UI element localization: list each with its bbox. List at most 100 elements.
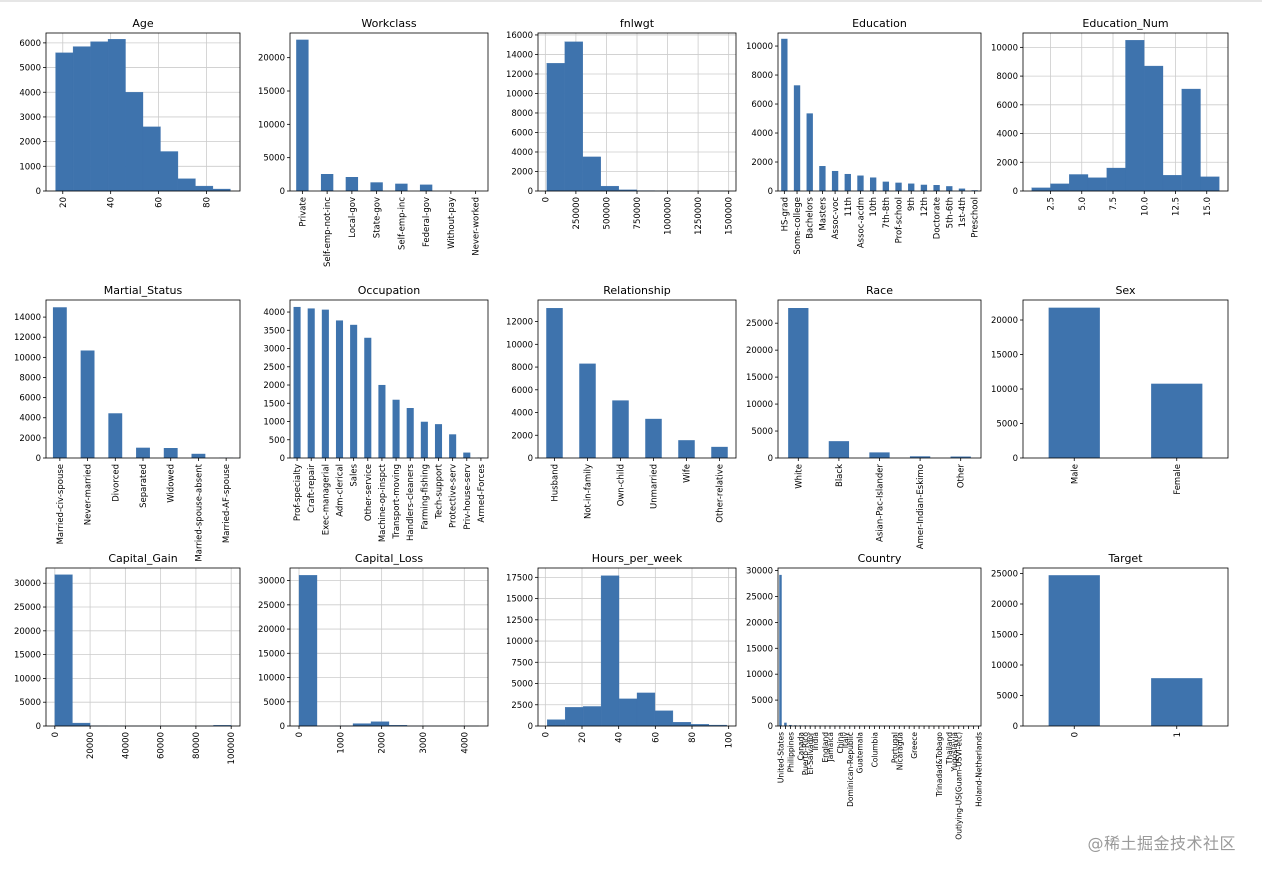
sex-chart: Sex 0 5000 10000 15000 20000 Male Female <box>991 284 1229 495</box>
education-title: Education <box>852 17 907 30</box>
fnlwgt-xtick-label-6: 1500000 <box>725 197 735 235</box>
workclass-ytick-label-0: 0 <box>280 187 285 197</box>
education-xtick-label-2: Bachelors <box>806 196 816 238</box>
education-num-ytick-label-0: 0 <box>1013 187 1018 197</box>
country-xtick-label-14: Dominican-Republic <box>846 732 855 807</box>
country-xtick-label-5: Puerto-Rico <box>801 732 810 776</box>
martial-status-bar-widowed <box>163 448 178 458</box>
education-bar-doctorate <box>933 185 940 191</box>
target-ytick-label-2: 10000 <box>991 661 1018 671</box>
education-bar-11th <box>844 173 851 191</box>
fnlwgt-xtick-label-2: 500000 <box>602 197 612 229</box>
hours-per-week-xtick-label-5: 100 <box>725 732 735 748</box>
martial-status-ytick-label-5: 10000 <box>14 353 41 363</box>
sex-ytick-label-4: 20000 <box>991 316 1018 326</box>
workclass-bar-federal-gov <box>419 184 433 191</box>
age-bin-5 <box>142 126 161 192</box>
martial-status-bar-never-married <box>80 350 95 458</box>
capital-loss-chart: Capital_Loss0500010000150002000025000300… <box>258 552 489 754</box>
country-xtick-label-19: Columbia <box>871 732 880 767</box>
martial-status-ytick-label-4: 8000 <box>19 373 41 383</box>
workclass-ytick-label-3: 15000 <box>258 87 285 97</box>
education-num-ytick-label-3: 6000 <box>996 101 1018 111</box>
relationship-ytick-label-5: 10000 <box>506 340 533 350</box>
fnlwgt-bin-3 <box>600 185 619 192</box>
age-title: Age <box>132 17 154 30</box>
occupation-xtick-label-7: Transport-moving <box>392 464 402 540</box>
race-title: Race <box>866 284 893 297</box>
workclass-bar-state-gov <box>370 182 383 191</box>
occupation-ytick-label-3: 1500 <box>263 399 285 409</box>
education-num-bin-1 <box>1050 183 1070 192</box>
fnlwgt-ytick-label-1: 2000 <box>511 167 533 177</box>
occupation-title: Occupation <box>358 284 421 297</box>
education-bar-hs-grad <box>781 38 788 192</box>
education-num-bin-2 <box>1069 174 1089 192</box>
age-bin-0 <box>55 52 74 192</box>
occupation-xtick-label-11: Protective-serv <box>449 464 459 528</box>
country-xtick-label-0: United-States <box>776 732 785 783</box>
hours-per-week-xtick-label-2: 40 <box>615 732 625 743</box>
hours-per-week-xtick-label-4: 80 <box>688 732 698 743</box>
martial-status-ytick-label-0: 0 <box>36 454 41 464</box>
age-ytick-label-6: 6000 <box>19 39 41 49</box>
hours-per-week-ytick-label-1: 2500 <box>511 701 533 711</box>
sex-xtick-label-1: Female <box>1173 464 1183 495</box>
education-xtick-label-15: Preschool <box>971 197 981 238</box>
occupation-xtick-label-3: Adm-clerical <box>336 464 346 517</box>
race-ytick-label-2: 10000 <box>746 400 773 410</box>
country-ytick-label-2: 10000 <box>746 670 773 680</box>
relationship-bar-not-in-family <box>579 363 596 458</box>
country-ytick-label-4: 20000 <box>746 618 773 628</box>
education-xtick-label-4: Assoc-voc <box>831 197 841 240</box>
hours-per-week-xtick-label-0: 0 <box>541 732 551 737</box>
capital-loss-title: Capital_Loss <box>355 552 423 565</box>
capital-loss-ytick-label-4: 20000 <box>258 625 285 635</box>
martial-status-ytick-label-3: 6000 <box>19 394 41 404</box>
capital-loss-ytick-label-3: 15000 <box>258 649 285 659</box>
target-ytick-label-4: 20000 <box>991 600 1018 610</box>
fnlwgt-title: fnlwgt <box>620 17 655 30</box>
watermark: @稀土掘金技术社区 <box>1087 834 1236 853</box>
martial-status-xtick-label-4: Widowed <box>167 464 177 503</box>
age-bin-7 <box>177 178 196 192</box>
capital-gain-xtick-label-2: 40000 <box>121 732 131 759</box>
age-ytick-label-4: 4000 <box>19 88 41 98</box>
sex-axes-frame <box>1022 299 1229 459</box>
education-chart: Education 0 2000 4000 6000 8000 10000 HS-grad So… <box>746 17 982 255</box>
sex-bar-female <box>1151 383 1203 458</box>
relationship-bar-own-child <box>612 400 629 458</box>
age-bin-6 <box>160 151 179 192</box>
occupation-xtick-label-10: Tech-support <box>435 463 445 519</box>
country-xtick-label-24: Nicaragua <box>895 732 904 770</box>
relationship-xtick-label-5: Other-relative <box>716 464 726 523</box>
country-ytick-label-3: 15000 <box>746 644 773 654</box>
target-ytick-label-5: 25000 <box>991 569 1018 579</box>
race-bar-asian-pac-islander <box>869 452 890 458</box>
education-xtick-label-3: Masters <box>818 196 828 230</box>
country-xtick-label-9: England <box>821 732 830 763</box>
fnlwgt-ytick-label-5: 10000 <box>506 89 533 99</box>
hours-per-week-bin-6 <box>654 710 674 727</box>
education-bar-prof-school <box>895 182 902 191</box>
age-chart: Age 0 1000 2000 3000 4000 5000 6000 20 40 60 80 <box>19 17 241 208</box>
occupation-bar-prof-specialty <box>293 306 301 458</box>
relationship-xtick-label-4: Wife <box>683 464 693 483</box>
martial-status-bar-married-civ-spouse <box>52 307 67 458</box>
sex-bar-male <box>1048 307 1100 458</box>
education-bar-bachelors <box>806 113 813 191</box>
country-xtick-label-12: China <box>836 732 845 753</box>
workclass-xtick-label-5: Federal-gov <box>422 197 432 247</box>
education-num-xtick-label-2: 7.5 <box>1109 197 1119 211</box>
relationship-bar-wife <box>678 440 695 458</box>
education-bar-5th-6th <box>946 186 953 191</box>
relationship-xtick-label-0: Husband <box>551 464 561 502</box>
occupation-xtick-label-12: Priv-house-serv <box>463 464 473 530</box>
occupation-ytick-label-0: 0 <box>280 454 285 464</box>
hours-per-week-bin-2 <box>582 706 602 727</box>
education-num-ytick-label-5: 10000 <box>991 43 1018 53</box>
martial-status-bar-separated <box>136 447 150 458</box>
hours-per-week-bin-4 <box>618 698 638 727</box>
country-ytick-label-0: 0 <box>768 722 773 732</box>
race-xtick-label-3: Amer-Indian-Eskimo <box>916 464 926 549</box>
